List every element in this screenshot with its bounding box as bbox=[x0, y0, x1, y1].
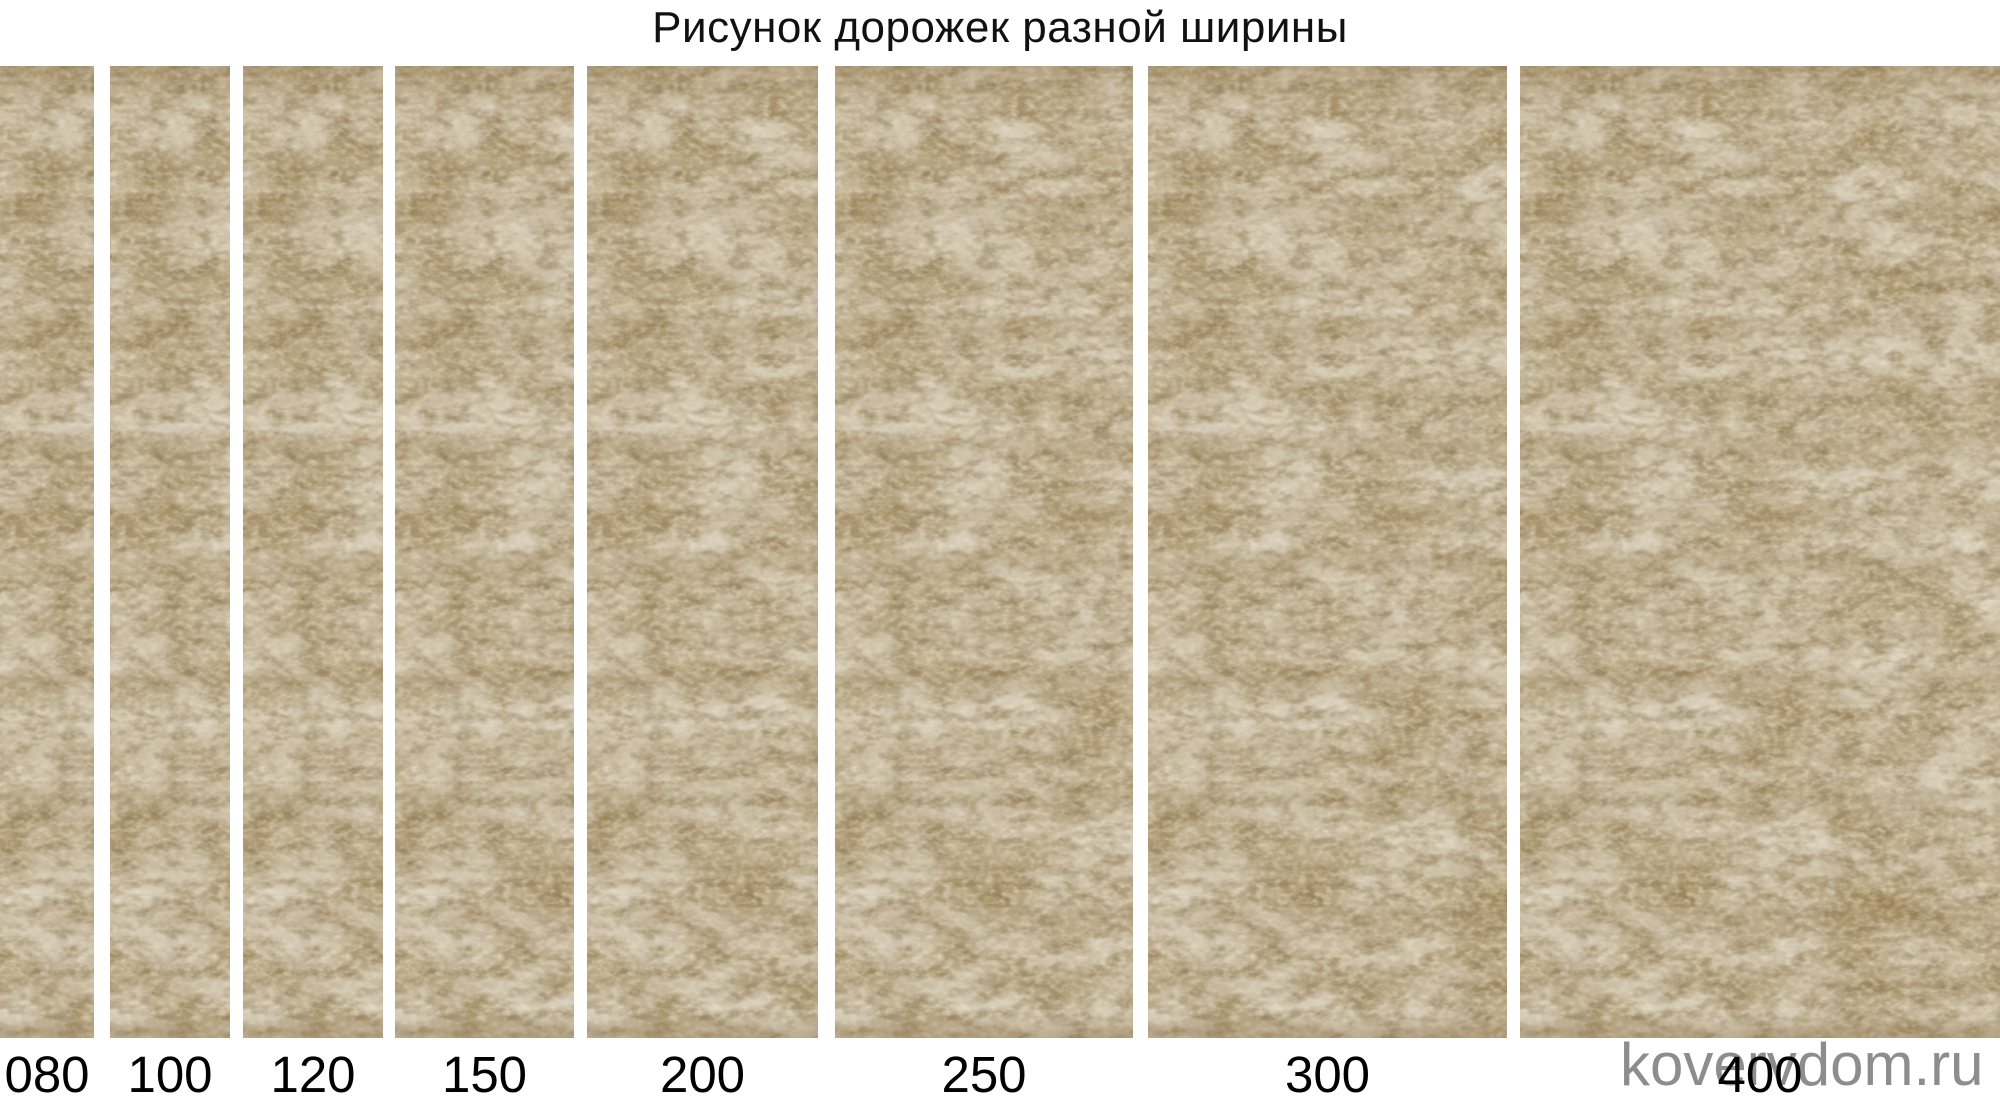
page-title: Рисунок дорожек разной ширины bbox=[652, 3, 1348, 52]
runner-strip-150 bbox=[395, 66, 574, 1038]
carpet-texture bbox=[587, 66, 818, 1038]
width-label-150: 150 bbox=[441, 1046, 528, 1103]
width-label-200: 200 bbox=[659, 1046, 746, 1103]
carpet-texture bbox=[395, 66, 574, 1038]
runner-strip-080 bbox=[0, 66, 94, 1038]
runner-strip-400 bbox=[1520, 66, 2000, 1038]
runner-strip-100 bbox=[110, 66, 230, 1038]
width-label-250: 250 bbox=[941, 1046, 1027, 1103]
carpet-texture bbox=[0, 66, 94, 1038]
runner-strip-300 bbox=[1148, 66, 1507, 1038]
runner-strip-200 bbox=[587, 66, 818, 1038]
carpet-texture bbox=[1148, 66, 1507, 1038]
site-watermark: kovervdom.ru bbox=[1620, 1031, 1984, 1098]
runner-strip-120 bbox=[243, 66, 383, 1038]
carpet-texture bbox=[243, 66, 383, 1038]
carpet-texture bbox=[110, 66, 230, 1038]
carpet-texture bbox=[835, 66, 1133, 1038]
runner-strip-250 bbox=[835, 66, 1133, 1038]
width-label-120: 120 bbox=[270, 1046, 356, 1103]
carpet-texture bbox=[1520, 66, 2000, 1038]
width-label-400: 400 bbox=[1717, 1046, 1803, 1103]
width-label-100: 100 bbox=[127, 1046, 213, 1103]
width-label-300: 300 bbox=[1284, 1046, 1371, 1103]
width-label-080: 080 bbox=[4, 1046, 90, 1103]
